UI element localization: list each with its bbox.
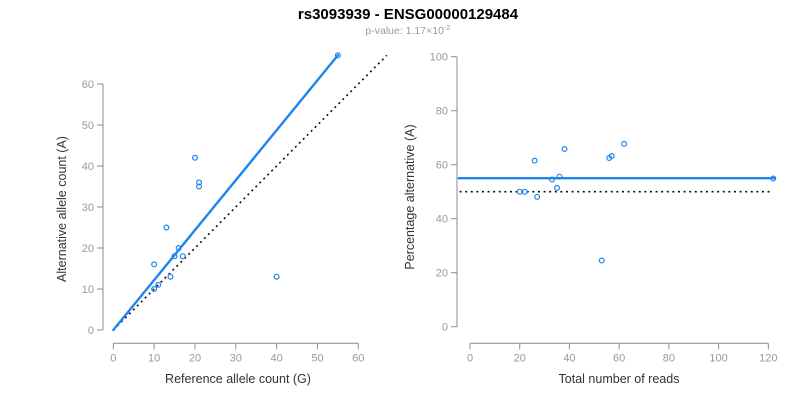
x-tick-label: 120 <box>759 352 777 364</box>
x-tick-label: 40 <box>271 352 283 364</box>
x-tick-label: 80 <box>663 352 675 364</box>
x-tick-label: 50 <box>311 352 323 364</box>
left-x-axis-title: Reference allele count (G) <box>165 372 311 386</box>
data-point <box>598 257 605 264</box>
fit-line <box>112 54 340 332</box>
x-tick-label: 0 <box>110 352 116 364</box>
x-tick-label: 20 <box>514 352 526 364</box>
y-tick-label: 60 <box>436 160 448 172</box>
y-tick-label: 10 <box>82 284 94 296</box>
figure-title: rs3093939 - ENSG00000129484 <box>298 6 519 23</box>
data-point <box>621 140 628 147</box>
x-tick-label: 40 <box>563 352 575 364</box>
data-point <box>608 153 615 160</box>
x-tick-label: 60 <box>352 352 364 364</box>
x-tick-label: 0 <box>467 352 473 364</box>
data-point <box>556 173 563 180</box>
x-tick-label: 100 <box>709 352 727 364</box>
data-point <box>171 253 178 260</box>
left-plot-allele-counts: Reference allele count (G) Alternative a… <box>55 52 388 386</box>
pvalue-text: p-value: 1.17×10 <box>365 25 444 37</box>
x-tick-label: 20 <box>189 352 201 364</box>
data-point <box>334 52 341 59</box>
x-tick-label: 10 <box>148 352 160 364</box>
data-point <box>554 184 561 191</box>
data-point <box>151 261 158 268</box>
right-y-axis-title: Percentage alternative (A) <box>403 124 417 269</box>
left-y-axis-title: Alternative allele count (A) <box>55 136 69 282</box>
x-tick-label: 60 <box>613 352 625 364</box>
y-tick-label: 100 <box>430 52 448 64</box>
reference-dotted-line <box>112 54 388 331</box>
y-tick-label: 0 <box>442 322 448 334</box>
data-point <box>151 286 158 293</box>
y-tick-label: 60 <box>82 79 94 91</box>
right-x-axis-title: Total number of reads <box>559 372 680 386</box>
data-point <box>531 157 538 164</box>
y-tick-label: 40 <box>436 214 448 226</box>
right-plot-percentage: Total number of reads Percentage alterna… <box>403 52 777 387</box>
data-point <box>163 224 170 231</box>
data-point <box>196 183 203 190</box>
data-point <box>521 188 528 195</box>
data-point <box>179 253 186 260</box>
data-point <box>561 146 568 153</box>
data-point <box>549 176 556 183</box>
y-tick-label: 20 <box>82 243 94 255</box>
y-tick-label: 20 <box>436 268 448 280</box>
figure-subtitle: p-value: 1.17×10-2 <box>365 23 450 37</box>
data-point <box>175 245 182 252</box>
y-tick-label: 50 <box>82 120 94 132</box>
data-point <box>196 179 203 186</box>
data-point <box>167 273 174 280</box>
pvalue-exponent: -2 <box>444 23 451 32</box>
y-tick-label: 40 <box>82 161 94 173</box>
data-point <box>770 175 777 182</box>
data-point <box>534 193 541 200</box>
y-tick-label: 30 <box>82 202 94 214</box>
y-tick-label: 80 <box>436 106 448 118</box>
data-point <box>273 273 280 280</box>
data-point <box>155 281 162 288</box>
x-tick-label: 30 <box>230 352 242 364</box>
y-tick-label: 0 <box>88 325 94 337</box>
data-point <box>191 154 198 161</box>
